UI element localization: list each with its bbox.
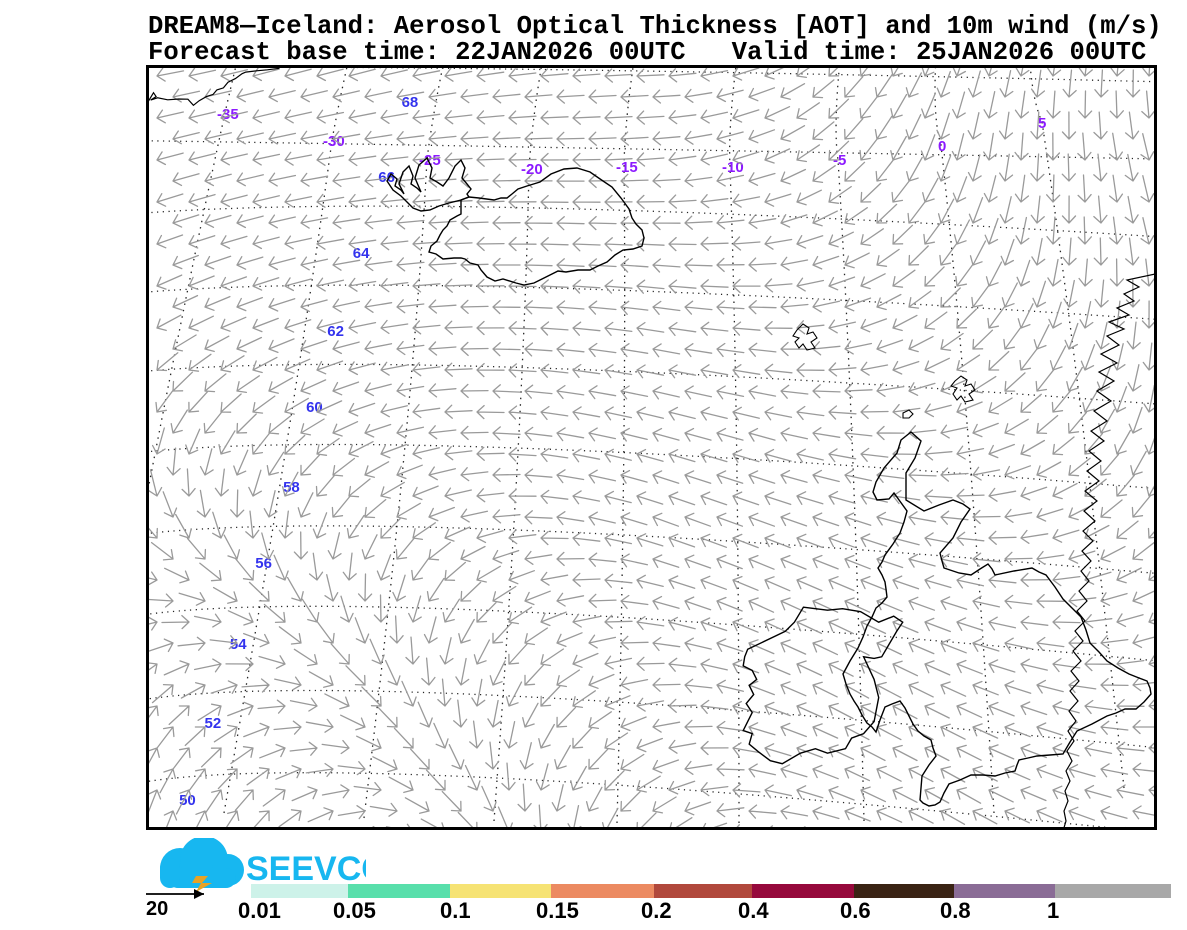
svg-text:-15: -15 — [616, 159, 638, 176]
svg-text:0: 0 — [938, 138, 946, 155]
svg-text:-25: -25 — [419, 152, 441, 169]
svg-text:66: 66 — [378, 169, 395, 186]
svg-text:62: 62 — [327, 323, 344, 340]
svg-text:-10: -10 — [722, 159, 744, 176]
svg-text:50: 50 — [179, 792, 196, 809]
svg-text:-30: -30 — [323, 133, 345, 150]
svg-text:SEEVCCC: SEEVCCC — [246, 850, 366, 888]
svg-text:52: 52 — [205, 715, 222, 732]
svg-text:68: 68 — [402, 94, 419, 111]
svg-text:64: 64 — [353, 245, 370, 262]
svg-text:5: 5 — [1038, 115, 1046, 132]
